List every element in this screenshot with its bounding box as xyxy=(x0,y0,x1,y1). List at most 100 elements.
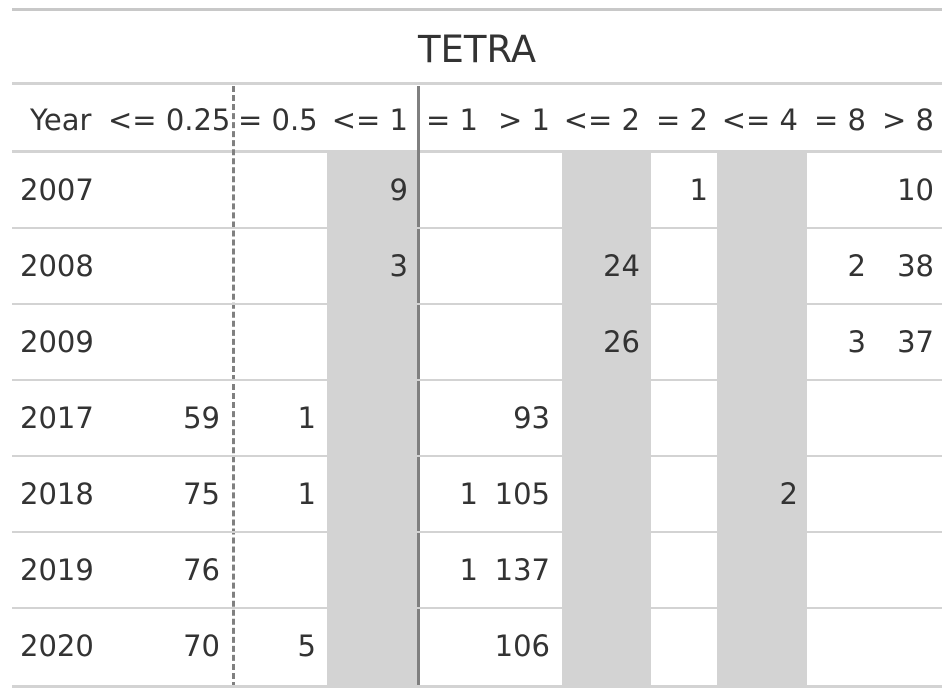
cell-eq-8 xyxy=(810,533,866,607)
cell-le-1: 9 xyxy=(389,173,408,207)
cell-gt-8 xyxy=(878,457,934,531)
cell-eq-8 xyxy=(810,609,866,683)
row-year-cell: 2018 xyxy=(20,477,94,511)
column-header-year: Year xyxy=(30,103,92,137)
row-year-cell: 2017 xyxy=(20,401,94,435)
cell-le-1 xyxy=(330,533,408,607)
cell-eq-1 xyxy=(424,381,478,455)
cell-gt-1 xyxy=(492,305,550,379)
cell-eq-1 xyxy=(424,305,478,379)
title-bottom-rule xyxy=(12,82,942,85)
cell-le-0-25 xyxy=(108,153,220,227)
cell-gt-1 xyxy=(492,153,550,227)
row-year-cell: 2009 xyxy=(20,325,94,359)
table-row: 2007 9 1 10 xyxy=(12,153,942,227)
column-header-eq-8: = 8 xyxy=(814,103,866,137)
table-row: 2020 70 5 106 xyxy=(12,609,942,683)
cell-eq-0-5 xyxy=(238,305,316,379)
solid-column-divider xyxy=(417,86,420,688)
cell-eq-8 xyxy=(810,457,866,531)
cell-gt-8: 37 xyxy=(897,325,934,359)
cell-gt-8 xyxy=(878,381,934,455)
cell-eq-1: 1 xyxy=(459,553,478,587)
row-year-cell: 2008 xyxy=(20,249,94,283)
cell-eq-0-5: 1 xyxy=(297,401,316,435)
column-header-gt-8: > 8 xyxy=(882,103,934,137)
table-row: 2017 59 1 93 xyxy=(12,381,942,455)
table-row: 2009 26 3 37 xyxy=(12,305,942,379)
cell-eq-2 xyxy=(652,305,708,379)
column-header-le-4: <= 4 xyxy=(721,103,798,137)
cell-eq-8: 3 xyxy=(847,325,866,359)
cell-gt-8: 10 xyxy=(897,173,934,207)
cell-eq-1 xyxy=(424,609,478,683)
cell-eq-1: 1 xyxy=(459,477,478,511)
column-header-le-2: <= 2 xyxy=(563,103,640,137)
column-header-eq-0-5: = 0.5 xyxy=(238,103,318,137)
column-header-le-0-25: <= 0.25 xyxy=(108,103,231,137)
cell-eq-2 xyxy=(652,533,708,607)
column-header-eq-1: = 1 xyxy=(426,103,478,137)
cell-le-0-25 xyxy=(108,305,220,379)
cell-le-2 xyxy=(562,153,640,227)
row-separator xyxy=(12,531,942,533)
cell-le-4 xyxy=(720,381,798,455)
cell-le-4 xyxy=(720,609,798,683)
cell-gt-1: 137 xyxy=(494,553,550,587)
table-row: 2018 75 1 1 105 2 xyxy=(12,457,942,531)
cell-eq-8 xyxy=(810,381,866,455)
cell-le-1 xyxy=(330,305,408,379)
row-separator xyxy=(12,455,942,457)
shaded-column-le-2 xyxy=(562,153,651,688)
shaded-column-le-4 xyxy=(717,153,807,688)
row-separator xyxy=(12,303,942,305)
cell-le-0-25: 70 xyxy=(183,629,220,663)
cell-le-4: 2 xyxy=(779,477,798,511)
header-bottom-rule xyxy=(12,150,942,153)
cell-gt-1: 105 xyxy=(494,477,550,511)
cell-eq-2 xyxy=(652,457,708,531)
cell-eq-0-5 xyxy=(238,533,316,607)
cell-gt-8 xyxy=(878,533,934,607)
cell-le-1: 3 xyxy=(389,249,408,283)
table-top-rule xyxy=(12,8,942,11)
cell-eq-0-5 xyxy=(238,153,316,227)
header-row: Year <= 0.25 = 0.5 <= 1 = 1 > 1 <= 2 = 2… xyxy=(12,88,942,152)
cell-le-4 xyxy=(720,229,798,303)
row-separator xyxy=(12,607,942,609)
cell-eq-8 xyxy=(810,153,866,227)
row-separator xyxy=(12,379,942,381)
cell-eq-2 xyxy=(652,609,708,683)
cell-gt-8 xyxy=(878,609,934,683)
cell-le-2 xyxy=(562,457,640,531)
table-title: TETRA xyxy=(417,28,537,71)
table-row: 2008 3 24 2 38 xyxy=(12,229,942,303)
cell-le-1 xyxy=(330,381,408,455)
cell-le-0-25: 76 xyxy=(183,553,220,587)
cell-gt-1: 93 xyxy=(513,401,550,435)
cell-eq-2: 1 xyxy=(689,173,708,207)
cell-le-0-25: 75 xyxy=(183,477,220,511)
cell-le-4 xyxy=(720,305,798,379)
cell-le-2: 24 xyxy=(603,249,640,283)
cell-eq-2 xyxy=(652,381,708,455)
dashed-column-divider xyxy=(232,86,235,688)
cell-eq-8: 2 xyxy=(847,249,866,283)
cell-eq-1 xyxy=(424,229,478,303)
cell-le-4 xyxy=(720,533,798,607)
cell-le-1 xyxy=(330,609,408,683)
cell-eq-1 xyxy=(424,153,478,227)
cell-eq-0-5: 1 xyxy=(297,477,316,511)
cell-le-2 xyxy=(562,533,640,607)
cell-le-2 xyxy=(562,381,640,455)
cell-gt-1 xyxy=(492,229,550,303)
row-separator xyxy=(12,227,942,229)
cell-le-0-25: 59 xyxy=(183,401,220,435)
data-table: TETRA Year <= 0.25 = 0.5 <= 1 = 1 > 1 <=… xyxy=(12,8,944,688)
cell-le-1 xyxy=(330,457,408,531)
cell-le-2 xyxy=(562,609,640,683)
table-bottom-rule xyxy=(12,685,942,688)
row-year-cell: 2019 xyxy=(20,553,94,587)
table-row: 2019 76 1 137 xyxy=(12,533,942,607)
cell-le-4 xyxy=(720,153,798,227)
